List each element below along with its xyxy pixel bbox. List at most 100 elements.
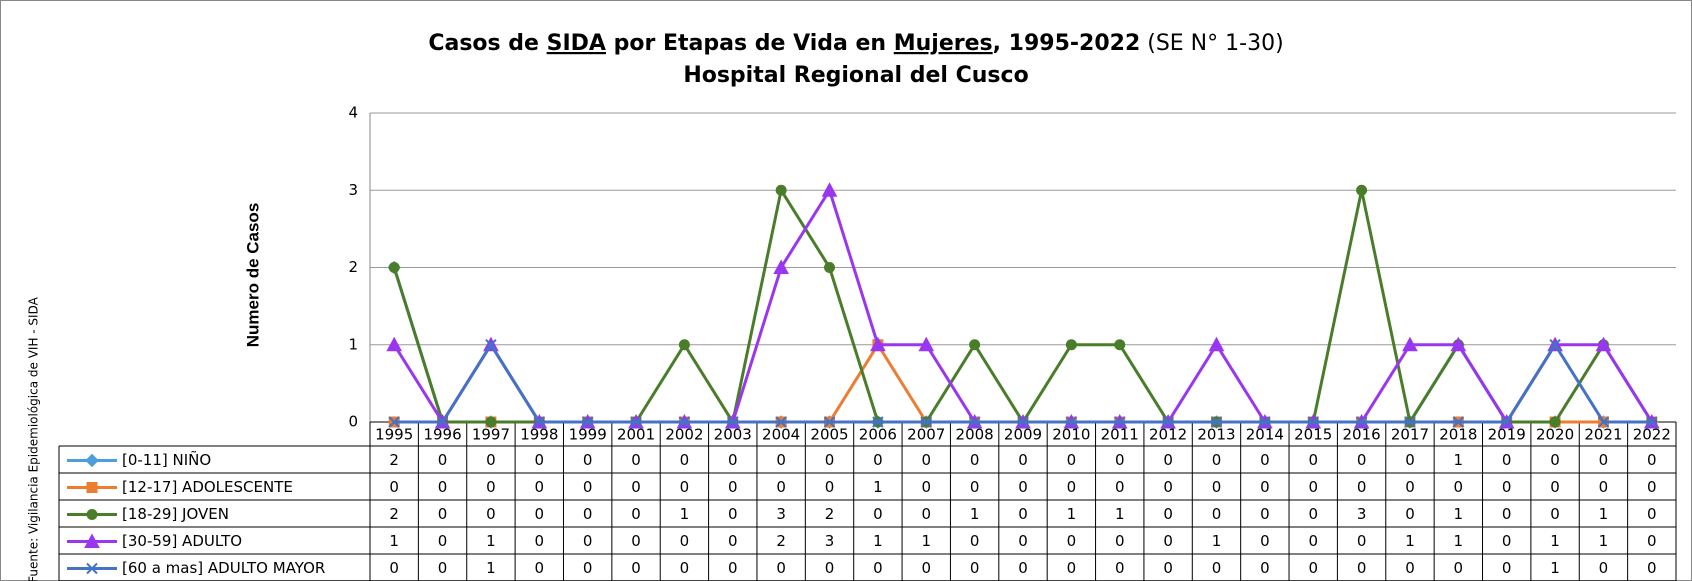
table-cell: 0: [1502, 559, 1512, 577]
x-tick-label: 2003: [714, 426, 752, 444]
y-tick-label: 2: [348, 258, 358, 276]
table-cell: 0: [631, 559, 641, 577]
marker: [485, 416, 497, 428]
table-cell: 0: [776, 451, 786, 469]
table-cell: 0: [1454, 478, 1464, 496]
table-cell: 0: [1018, 532, 1028, 550]
table-cell: 0: [1163, 505, 1173, 523]
marker: [485, 339, 497, 351]
table-cell: 0: [1308, 559, 1318, 577]
marker: [823, 416, 836, 428]
table-cell: 0: [1357, 559, 1367, 577]
legend-label: [30-59] ADULTO: [122, 532, 242, 550]
table-cell: 0: [1308, 451, 1318, 469]
table-cell: 0: [1647, 478, 1657, 496]
marker: [436, 416, 449, 428]
table-cell: 0: [970, 559, 980, 577]
table-cell: 1: [1454, 505, 1464, 523]
table-cell: 0: [728, 559, 738, 577]
marker: [1452, 416, 1465, 428]
table-cell: 1: [1454, 532, 1464, 550]
table-cell: 0: [583, 532, 593, 550]
marker: [1646, 416, 1658, 428]
marker: [1208, 336, 1225, 352]
marker: [1597, 416, 1610, 428]
x-tick-label: 2012: [1149, 426, 1187, 444]
table-cell: 0: [921, 559, 931, 577]
marker: [1065, 339, 1077, 351]
table-cell: 0: [873, 451, 883, 469]
marker: [533, 416, 546, 428]
table-cell: 0: [680, 451, 690, 469]
x-tick-label: 2016: [1342, 426, 1380, 444]
table-cell: 2: [389, 505, 399, 523]
table-cell: 0: [1260, 559, 1270, 577]
table-cell: 0: [776, 559, 786, 577]
table-cell: 0: [1018, 559, 1028, 577]
y-tick-label: 0: [348, 413, 358, 431]
marker: [1114, 339, 1126, 351]
marker: [1210, 416, 1223, 428]
table-cell: 1: [1067, 505, 1077, 523]
x-tick-label: 2021: [1584, 426, 1622, 444]
x-tick-label: 2017: [1391, 426, 1429, 444]
x-tick-label: 2002: [665, 426, 703, 444]
title-part: SIDA: [547, 31, 606, 56]
x-tick-label: 2013: [1197, 426, 1235, 444]
table-cell: 1: [1599, 532, 1609, 550]
table-cell: 0: [970, 478, 980, 496]
table-cell: 0: [825, 559, 835, 577]
table-cell: 0: [776, 478, 786, 496]
table-cell: 0: [1115, 559, 1125, 577]
table-cell: 0: [631, 505, 641, 523]
table-cell: 0: [1502, 451, 1512, 469]
table-cell: 1: [389, 532, 399, 550]
table-cell: 0: [438, 451, 448, 469]
table-cell: 0: [728, 532, 738, 550]
source-note: Fuente: Vigilancia Epidemiológica de VIH…: [27, 296, 41, 581]
table-cell: 1: [873, 478, 883, 496]
table-cell: 0: [438, 478, 448, 496]
marker: [824, 262, 836, 273]
marker: [581, 416, 594, 428]
marker: [1450, 336, 1467, 352]
table-cell: 0: [535, 559, 545, 577]
table-cell: 2: [389, 451, 399, 469]
marker: [386, 336, 403, 352]
marker: [1356, 184, 1368, 196]
marker: [1404, 416, 1416, 428]
table-cell: 0: [535, 478, 545, 496]
x-tick-label: 2005: [810, 426, 848, 444]
table-cell: 0: [1163, 478, 1173, 496]
marker: [630, 416, 642, 428]
table-cell: 0: [873, 505, 883, 523]
table-cell: 3: [1357, 505, 1367, 523]
marker: [821, 182, 838, 197]
x-tick-label: 1998: [520, 426, 558, 444]
table-cell: 0: [1405, 559, 1415, 577]
table-cell: 0: [583, 478, 593, 496]
table-cell: 0: [921, 451, 931, 469]
table-cell: 0: [1502, 505, 1512, 523]
legend-label: [12-17] ADOLESCENTE: [122, 478, 293, 496]
legend-label: [60 a mas] ADULTO MAYOR: [122, 559, 325, 577]
marker: [872, 416, 884, 428]
table-cell: 0: [1212, 559, 1222, 577]
marker: [388, 416, 400, 428]
table-cell: 0: [1067, 559, 1077, 577]
title-part: por Etapas de Vida en: [606, 31, 894, 56]
table-cell: 1: [680, 505, 690, 523]
table-cell: 1: [1550, 559, 1560, 577]
table-cell: 0: [438, 559, 448, 577]
table-cell: 0: [1212, 505, 1222, 523]
table-cell: 0: [728, 505, 738, 523]
marker: [1500, 416, 1513, 428]
table-cell: 0: [1115, 478, 1125, 496]
chart-subtitle: Hospital Regional del Cusco: [683, 63, 1028, 88]
table-cell: 0: [1647, 532, 1657, 550]
x-tick-label: 2022: [1633, 426, 1671, 444]
table-cell: 0: [921, 478, 931, 496]
table-cell: 0: [1647, 451, 1657, 469]
y-tick-label: 3: [348, 181, 358, 199]
table-cell: 0: [1599, 451, 1609, 469]
